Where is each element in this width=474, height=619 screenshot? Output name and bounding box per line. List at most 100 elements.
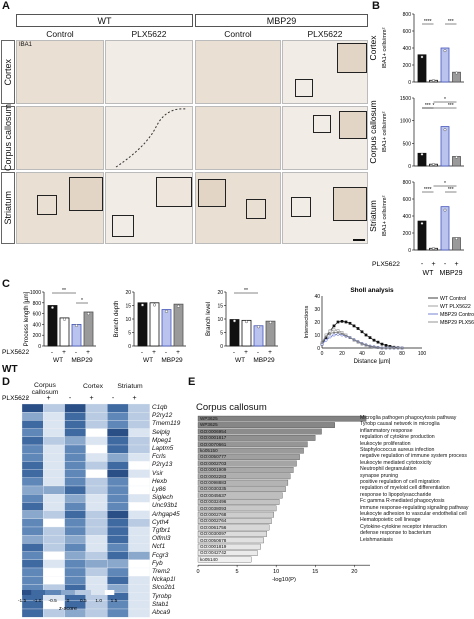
heatmap-cell	[107, 485, 129, 495]
sholl-y-label: Intersections	[304, 305, 310, 338]
heatmap-cell	[85, 403, 108, 413]
heatmap-cell	[107, 477, 129, 487]
heatmap-region-cortex: Cortex	[82, 383, 104, 390]
treatment-sign: -	[141, 349, 143, 356]
heatmap-gene-label: Stab1	[152, 600, 169, 608]
colorbar-segment	[70, 590, 73, 595]
heatmap-cell	[128, 403, 150, 413]
y-tick-label: 10	[217, 317, 223, 323]
enrichment-term-name: Neutrophil degranulation	[360, 466, 417, 473]
sholl-point	[348, 336, 352, 339]
plx-label: PLX5622	[2, 395, 29, 402]
heatmap-cell	[107, 559, 129, 569]
bar	[229, 319, 240, 347]
colorbar-segment	[100, 590, 103, 595]
heatmap-cell	[21, 576, 44, 585]
data-point	[140, 303, 144, 307]
enrichment-bar	[197, 550, 258, 556]
y-tick-label: 0	[408, 248, 411, 254]
micrograph-mbp29-plx-cc	[282, 106, 368, 170]
data-point	[432, 247, 435, 250]
sholl-point	[360, 342, 364, 345]
zoom-inset	[339, 111, 367, 139]
treatment-sign: +	[152, 349, 156, 356]
heatmap-cell	[85, 428, 108, 437]
y-tick-label: 1000	[30, 290, 41, 296]
y-axis-label: IBA1+ cells/mm²	[382, 195, 388, 236]
y-tick-label: 40	[314, 294, 320, 300]
treatment-sign: +	[176, 349, 180, 356]
heatmap-gene-label: Siglech	[152, 494, 173, 502]
group-label-wt: WT	[53, 357, 63, 364]
heatmap-cell	[21, 420, 44, 429]
enrichment-bar	[197, 556, 252, 563]
heatmap-cell	[64, 444, 87, 454]
data-point	[420, 55, 424, 59]
enrichment-term-name: Hematopoietic cell lineage	[360, 517, 421, 524]
treatment-sign: +	[62, 349, 66, 356]
enrichment-bar	[197, 435, 316, 441]
data-point	[443, 49, 447, 53]
treatment-sign: -	[421, 261, 424, 268]
sholl-point	[336, 332, 340, 336]
enrichment-term-name: leukocyte proliferation	[360, 440, 411, 447]
zoom-box	[291, 197, 311, 217]
colorbar-segment	[72, 590, 76, 595]
heatmap-gene-label: Arhgap45	[152, 510, 180, 518]
heatmap-gene-label: Tyrobp	[152, 592, 172, 600]
enrichment-term-name: inflammatory response	[360, 427, 413, 434]
heatmap-cell	[85, 526, 108, 536]
heatmap-gene-label: Abca9	[152, 609, 171, 616]
enrichment-term-id: GO:0002283	[200, 473, 227, 479]
sholl-title: Sholl analysis	[350, 287, 394, 294]
heatmap-gene-label: Vsir	[152, 469, 164, 477]
heatmap-cell	[21, 477, 44, 487]
y-tick-label: 0	[408, 80, 411, 86]
group-label-mbp29: MBP29	[71, 357, 93, 364]
y-tick-label: 15	[125, 304, 131, 310]
enrichment-bar	[197, 492, 283, 499]
colorbar-segment	[22, 590, 25, 595]
colorbar-segment	[47, 590, 50, 595]
heatmap-cell	[64, 494, 87, 503]
heatmap-cell	[64, 576, 87, 585]
data-point	[455, 237, 458, 241]
significance-stars: ***	[448, 19, 454, 25]
data-point	[86, 312, 90, 316]
sholl-point	[384, 344, 388, 347]
heatmap-cell	[85, 608, 108, 618]
data-point	[244, 320, 248, 324]
y-tick-label: 600	[403, 29, 412, 35]
heatmap-cell	[85, 412, 108, 421]
heatmap-cell	[128, 608, 150, 618]
significance-stars: **	[244, 288, 248, 294]
x-tick-label: 40	[359, 351, 365, 357]
heatmap-gene-label: P2ry13	[152, 461, 173, 469]
data-point	[443, 208, 447, 212]
heatmap-gene-label: Tmem119	[152, 420, 181, 428]
bar	[161, 309, 172, 347]
enrichment-term-id: GO:0098883	[200, 480, 227, 485]
heatmap-cell	[128, 510, 150, 519]
panel-d-heatmap: PLX5622- + - + - +-1.5 -1.0 -0.5 0 0.5 1.0 1.5z-sco…	[2, 395, 150, 618]
heatmap-cell	[85, 567, 108, 577]
significance-stars: ***	[425, 103, 431, 109]
colorbar-segment	[42, 590, 46, 595]
data-point	[432, 79, 435, 82]
sholl-point	[352, 338, 356, 341]
x-tick-label: 20	[339, 351, 345, 357]
bar	[253, 325, 264, 347]
x-tick-label: 80	[399, 351, 405, 357]
y-tick-label: 0	[317, 346, 320, 352]
panel-d-label: D	[2, 376, 10, 388]
treatment-sign: -	[69, 395, 72, 402]
group-label-wt: WT	[143, 357, 153, 364]
significance-stars: ****	[424, 19, 432, 25]
data-point	[455, 155, 458, 159]
heatmap-cell	[107, 461, 129, 470]
heatmap-cell	[85, 518, 108, 528]
y-tick-label: 15	[217, 304, 223, 310]
x-axis-label: -log10(P)	[272, 577, 296, 583]
data-point	[176, 304, 180, 308]
data-point	[232, 319, 236, 323]
